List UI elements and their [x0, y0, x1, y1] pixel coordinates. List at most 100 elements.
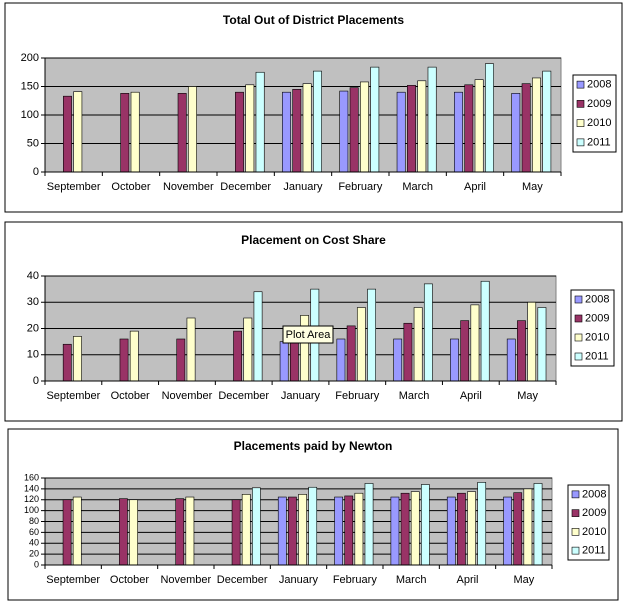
x-tick-label: January [279, 574, 319, 586]
legend-swatch [571, 546, 580, 555]
y-tick-label: 80 [29, 516, 39, 526]
legend-label: 2011 [585, 350, 609, 362]
bar [62, 499, 72, 566]
bar [446, 496, 456, 566]
y-tick-label: 50 [27, 137, 39, 149]
x-tick-label: April [460, 390, 482, 402]
legend-swatch [576, 119, 585, 127]
bar [457, 492, 466, 566]
legend-swatch [571, 509, 580, 517]
bar [176, 338, 186, 382]
bar [360, 81, 369, 173]
bar [62, 343, 72, 382]
x-tick-label: February [335, 390, 380, 402]
y-tick-label: 20 [29, 549, 39, 559]
bar [537, 307, 547, 382]
y-tick-label: 200 [21, 52, 39, 64]
y-tick-label: 30 [27, 296, 39, 308]
x-tick-label: October [111, 181, 150, 193]
bar [477, 482, 487, 566]
bar [243, 317, 253, 382]
y-tick-label: 10 [27, 349, 39, 361]
bar [277, 496, 287, 566]
legend-swatch [571, 490, 580, 499]
bar [292, 89, 302, 173]
bar [130, 91, 140, 173]
x-tick-label: October [110, 574, 149, 586]
bar [400, 492, 410, 566]
bar [252, 487, 261, 566]
legend-label: 2008 [587, 79, 611, 91]
bar [288, 496, 297, 566]
bar [334, 496, 343, 566]
y-tick-label: 0 [33, 166, 39, 178]
bar [245, 84, 255, 173]
bar [346, 325, 356, 382]
bar [454, 91, 463, 173]
bar [119, 498, 128, 566]
x-tick-label: November [163, 181, 214, 193]
legend-label: 2010 [587, 117, 611, 129]
bar [364, 483, 374, 566]
y-tick-label: 150 [21, 80, 39, 92]
bar [302, 83, 312, 173]
bar [255, 71, 265, 173]
legend-label: 2009 [582, 507, 606, 519]
y-tick-label: 60 [29, 527, 39, 537]
bar [279, 341, 289, 382]
chart: Total Out of District Placements 0 50 100 15… [4, 2, 623, 213]
y-tick-label: 100 [21, 109, 39, 121]
x-tick-label: December [217, 574, 268, 586]
y-tick-label: 160 [24, 472, 39, 482]
bar [231, 499, 241, 566]
bar [344, 495, 354, 566]
bar [289, 341, 299, 382]
bar [427, 66, 437, 173]
bar [308, 486, 318, 566]
x-tick-label: February [338, 181, 383, 193]
bar [511, 93, 521, 173]
x-tick-label: March [399, 390, 430, 402]
bar [423, 283, 433, 382]
bar [253, 291, 263, 382]
chart-title: Placement on Cost Share [241, 233, 386, 247]
x-tick-label: May [517, 390, 538, 402]
bar [410, 491, 420, 566]
y-tick-label: 0 [33, 375, 39, 387]
legend-label: 2011 [582, 545, 606, 557]
bar [298, 494, 307, 566]
legend-label: 2009 [587, 98, 611, 110]
bar [450, 338, 459, 382]
bar [396, 91, 406, 173]
bar [73, 91, 83, 173]
bar [421, 484, 430, 566]
bar [464, 84, 474, 173]
tooltip [282, 325, 334, 344]
bar [185, 496, 195, 566]
bar [474, 79, 484, 173]
legend-swatch [574, 295, 583, 304]
bar [349, 87, 359, 173]
bar [393, 338, 403, 382]
bar [503, 496, 512, 566]
bar [356, 307, 366, 382]
bar [527, 301, 537, 382]
bar [339, 90, 349, 173]
bar [72, 496, 82, 566]
legend-label: 2011 [587, 136, 611, 148]
x-tick-label: September [46, 390, 100, 402]
legend-swatch [574, 314, 583, 323]
chart-title: Total Out of District Placements [223, 13, 404, 27]
y-tick-label: 100 [24, 505, 39, 515]
bar [506, 338, 516, 382]
x-tick-label: February [333, 574, 378, 586]
legend-label: 2008 [585, 293, 609, 305]
x-tick-label: March [402, 181, 433, 193]
bar [542, 70, 552, 173]
legend-swatch [571, 528, 580, 536]
bar [417, 80, 427, 173]
y-tick-label: 140 [24, 483, 39, 493]
bar [403, 322, 413, 382]
bar [120, 93, 130, 173]
